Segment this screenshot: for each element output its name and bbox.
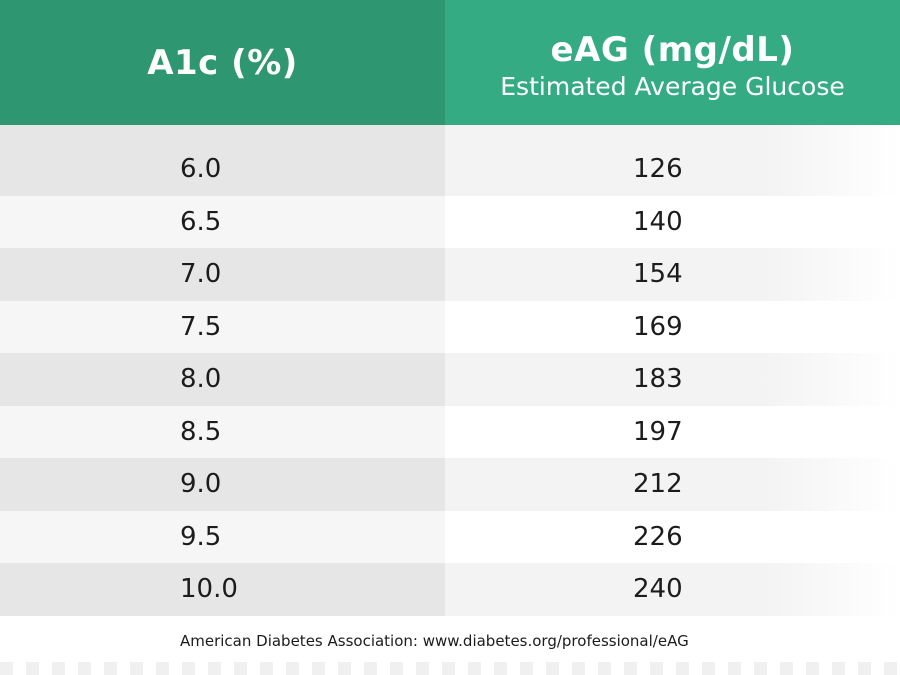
- table-row: 7.5 169: [0, 300, 900, 353]
- table-row: 6.5 140: [0, 195, 900, 248]
- conversion-table: 6.0 126 6.5 140 7.0 154 7.5 169 8.0 183 …: [0, 125, 900, 616]
- table-row: 8.5 197: [0, 405, 900, 458]
- eag-column-subtitle: Estimated Average Glucose: [500, 72, 845, 101]
- eag-cell: 212: [445, 458, 900, 511]
- a1c-column-title: A1c (%): [147, 42, 298, 83]
- eag-cell: 126: [445, 125, 900, 196]
- source-citation: American Diabetes Association: www.diabe…: [180, 632, 689, 650]
- a1c-cell: 7.5: [0, 300, 445, 353]
- eag-cell: 197: [445, 405, 900, 458]
- header-eag: eAG (mg/dL) Estimated Average Glucose: [445, 0, 900, 125]
- a1c-cell: 10.0: [0, 563, 445, 616]
- a1c-cell: 6.5: [0, 195, 445, 248]
- a1c-cell: 8.5: [0, 405, 445, 458]
- table-header: A1c (%) eAG (mg/dL) Estimated Average Gl…: [0, 0, 900, 125]
- table-row: 10.0 240: [0, 563, 900, 616]
- table-row: 7.0 154: [0, 248, 900, 301]
- eag-cell: 140: [445, 195, 900, 248]
- table-row: 9.0 212: [0, 458, 900, 511]
- a1c-cell: 7.0: [0, 248, 445, 301]
- a1c-cell: 6.0: [0, 125, 445, 196]
- eag-cell: 226: [445, 510, 900, 563]
- table-row: 6.0 126: [0, 125, 900, 196]
- table-row: 8.0 183: [0, 353, 900, 406]
- table-row: 9.5 226: [0, 510, 900, 563]
- eag-cell: 154: [445, 248, 900, 301]
- eag-cell: 183: [445, 353, 900, 406]
- transparency-checker-strip: [0, 662, 900, 675]
- eag-column-title: eAG (mg/dL): [550, 30, 795, 70]
- a1c-cell: 8.0: [0, 353, 445, 406]
- eag-cell: 169: [445, 300, 900, 353]
- a1c-cell: 9.0: [0, 458, 445, 511]
- eag-cell: 240: [445, 563, 900, 616]
- a1c-cell: 9.5: [0, 510, 445, 563]
- header-a1c: A1c (%): [0, 0, 445, 125]
